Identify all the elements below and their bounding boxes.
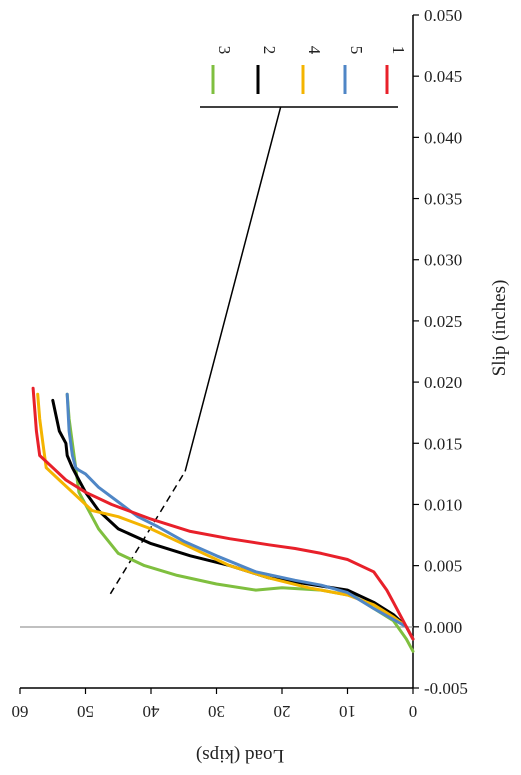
y-tick-label: 0.020 xyxy=(424,373,462,392)
y-tick-label: 0.035 xyxy=(424,190,462,209)
x-tick-label: 30 xyxy=(208,702,225,721)
x-tick-label: 60 xyxy=(12,702,29,721)
series-line-5 xyxy=(65,392,415,641)
legend-label-5: 5 xyxy=(347,46,366,55)
series-line-3 xyxy=(65,392,415,653)
series-lines xyxy=(31,386,415,653)
y-tick-label: 0.005 xyxy=(424,557,462,576)
legend-label-3: 3 xyxy=(215,46,234,55)
series-line-1 xyxy=(31,386,415,641)
y-tick-label: 0.040 xyxy=(424,128,462,147)
series-line-4 xyxy=(36,392,415,641)
y-tick-label: 0.015 xyxy=(424,434,462,453)
reference-line-solid xyxy=(184,106,282,472)
y-tick-label: 0.025 xyxy=(424,312,462,331)
x-ticks: 0 10 20 30 40 50 60 xyxy=(12,688,418,721)
y-tick-label: 0.045 xyxy=(424,67,462,86)
y-axis-title: Slip (inches) xyxy=(489,280,510,377)
legend-label-1: 1 xyxy=(389,46,408,55)
x-tick-label: 0 xyxy=(409,702,418,721)
legend-label-2: 2 xyxy=(260,46,279,55)
y-tick-label: -0.005 xyxy=(424,679,468,698)
x-tick-label: 50 xyxy=(77,702,94,721)
reference-lines xyxy=(109,106,282,595)
y-tick-label: 0.050 xyxy=(424,6,462,25)
x-tick-label: 20 xyxy=(274,702,291,721)
series-line-2 xyxy=(51,398,415,641)
y-tick-label: 0.030 xyxy=(424,251,462,270)
y-tick-label: 0.010 xyxy=(424,495,462,514)
x-axis-title: Load (kips) xyxy=(196,745,284,766)
x-tick-label: 40 xyxy=(143,702,160,721)
legend: 3 2 4 5 1 xyxy=(200,46,408,108)
x-tick-label: 10 xyxy=(339,702,356,721)
y-tick-label: 0.000 xyxy=(424,618,462,637)
axis-titles: Slip (inches) Load (kips) xyxy=(196,280,510,766)
y-ticks: -0.005 0.000 0.005 0.010 0.015 0.020 0.025 0.03… xyxy=(413,6,468,698)
legend-label-4: 4 xyxy=(305,46,324,55)
